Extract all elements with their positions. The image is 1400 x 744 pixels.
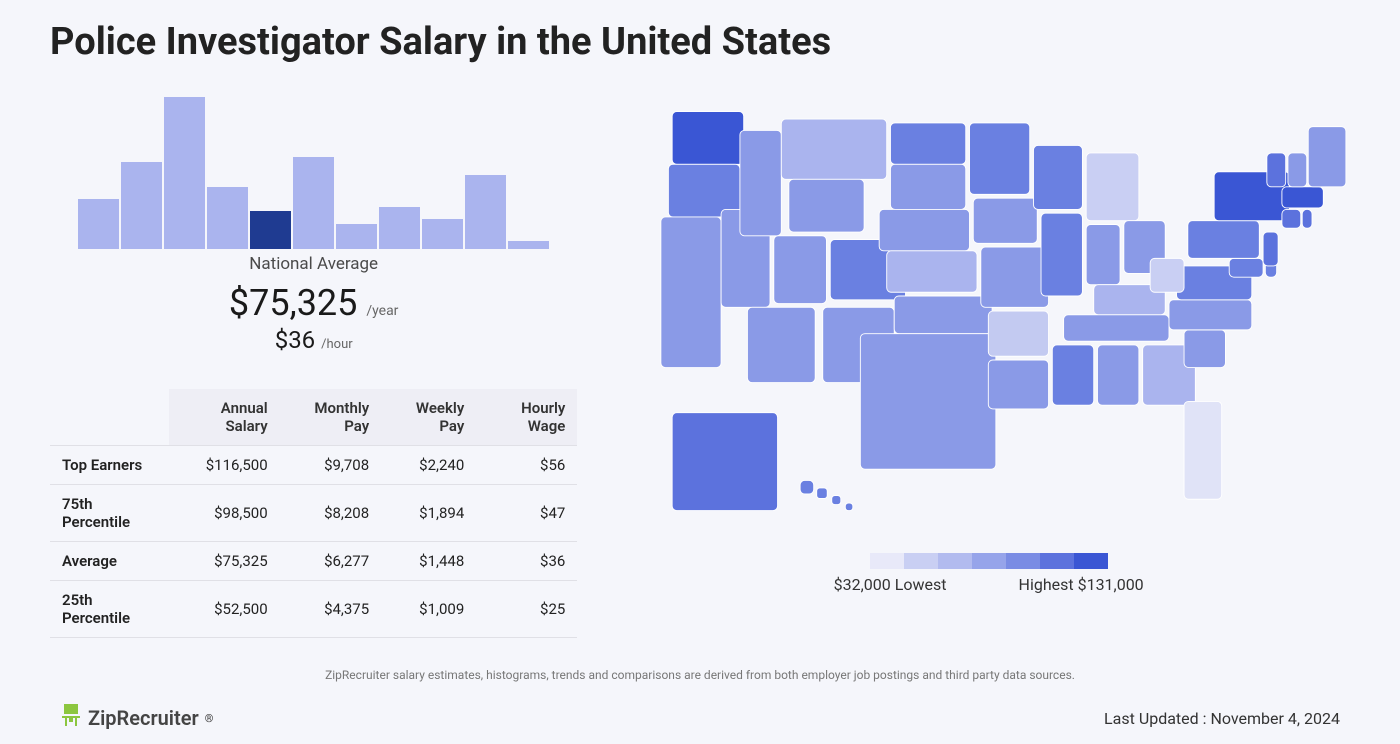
- state-hi[interactable]: [817, 488, 828, 499]
- histogram-bar: [336, 224, 377, 249]
- histogram-bar: [465, 175, 506, 249]
- state-mo[interactable]: [981, 247, 1049, 307]
- state-sd[interactable]: [891, 164, 966, 209]
- table-header: [50, 389, 169, 446]
- state-ri[interactable]: [1303, 209, 1313, 228]
- histogram-bar: [250, 211, 291, 249]
- state-id[interactable]: [740, 130, 781, 235]
- us-map: [627, 89, 1350, 545]
- legend-swatch: [1074, 553, 1108, 569]
- histogram-bar: [121, 162, 162, 249]
- salary-table: Annual SalaryMonthly PayWeekly PayHourly…: [50, 389, 577, 638]
- state-sc[interactable]: [1184, 330, 1225, 368]
- state-hi[interactable]: [832, 495, 841, 504]
- state-wi[interactable]: [1034, 145, 1083, 209]
- left-panel: National Average $75,325 /year $36 /hour…: [50, 89, 577, 638]
- annual-suffix: /year: [366, 303, 398, 319]
- state-wv[interactable]: [1151, 258, 1185, 292]
- histogram-bar: [293, 157, 334, 249]
- disclaimer-text: ZipRecruiter salary estimates, histogram…: [50, 668, 1350, 682]
- map-legend: $32,000 Lowest Highest $131,000: [627, 553, 1350, 594]
- state-mt[interactable]: [782, 119, 887, 179]
- legend-swatch: [870, 553, 904, 569]
- state-ks[interactable]: [887, 251, 977, 292]
- annual-salary-value: $75,325: [229, 282, 357, 324]
- state-mi[interactable]: [1087, 153, 1140, 221]
- state-ct[interactable]: [1282, 209, 1301, 228]
- national-average-label: National Average: [50, 254, 577, 274]
- legend-swatch: [1040, 553, 1074, 569]
- chair-icon: [60, 702, 82, 734]
- histogram-bar: [379, 207, 420, 249]
- state-vt[interactable]: [1267, 153, 1286, 187]
- state-nd[interactable]: [891, 123, 966, 164]
- legend-swatch: [938, 553, 972, 569]
- state-in[interactable]: [1087, 224, 1121, 284]
- state-ak[interactable]: [673, 413, 778, 511]
- state-al[interactable]: [1098, 345, 1139, 405]
- state-nh[interactable]: [1288, 153, 1307, 187]
- table-row: 25th Percentile$52,500$4,375$1,009$25: [50, 581, 577, 638]
- salary-summary: $75,325 /year $36 /hour: [50, 282, 577, 354]
- legend-swatch: [972, 553, 1006, 569]
- ziprecruiter-logo: ZipRecruiter®: [60, 702, 213, 734]
- state-fl[interactable]: [1184, 401, 1222, 499]
- state-ut[interactable]: [774, 236, 827, 304]
- table-header: Weekly Pay: [381, 389, 476, 446]
- histogram-bar: [164, 97, 205, 249]
- right-panel: $32,000 Lowest Highest $131,000: [627, 89, 1350, 638]
- table-row: Average$75,325$6,277$1,448$36: [50, 542, 577, 581]
- state-la[interactable]: [989, 360, 1049, 409]
- state-tn[interactable]: [1064, 315, 1169, 341]
- hourly-suffix: /hour: [321, 337, 353, 352]
- state-wy[interactable]: [789, 179, 864, 232]
- legend-highest: Highest $131,000: [1019, 575, 1144, 594]
- table-header: Monthly Pay: [280, 389, 382, 446]
- state-ma[interactable]: [1282, 187, 1323, 208]
- state-mn[interactable]: [970, 123, 1030, 195]
- histogram-bar: [207, 187, 248, 249]
- state-hi[interactable]: [846, 503, 854, 511]
- state-wa[interactable]: [673, 112, 745, 165]
- state-ia[interactable]: [974, 198, 1038, 243]
- table-header: Annual Salary: [169, 389, 279, 446]
- state-nj[interactable]: [1263, 232, 1278, 266]
- brand-name: ZipRecruiter: [88, 706, 199, 730]
- state-ca[interactable]: [661, 217, 721, 368]
- legend-swatch: [904, 553, 938, 569]
- state-pa[interactable]: [1188, 221, 1260, 259]
- histogram-bar: [508, 241, 549, 249]
- state-md[interactable]: [1230, 258, 1264, 277]
- legend-lowest: $32,000 Lowest: [834, 575, 947, 594]
- state-nc[interactable]: [1169, 300, 1252, 330]
- state-me[interactable]: [1309, 127, 1347, 187]
- hourly-salary-value: $36: [275, 326, 315, 354]
- state-ar[interactable]: [989, 311, 1049, 356]
- histogram-bar: [422, 219, 463, 249]
- last-updated: Last Updated : November 4, 2024: [1104, 709, 1340, 728]
- state-az[interactable]: [748, 307, 816, 382]
- histogram-bar: [78, 199, 119, 249]
- state-tx[interactable]: [861, 334, 996, 469]
- table-header: Hourly Wage: [476, 389, 577, 446]
- legend-swatch: [1006, 553, 1040, 569]
- salary-histogram: [50, 89, 577, 249]
- state-ne[interactable]: [880, 209, 970, 250]
- state-hi[interactable]: [800, 480, 814, 494]
- state-il[interactable]: [1041, 213, 1082, 296]
- state-ok[interactable]: [895, 296, 993, 334]
- table-row: 75th Percentile$98,500$8,208$1,894$47: [50, 485, 577, 542]
- state-ms[interactable]: [1053, 345, 1094, 405]
- table-row: Top Earners$116,500$9,708$2,240$56: [50, 446, 577, 485]
- page-title: Police Investigator Salary in the United…: [50, 20, 1350, 64]
